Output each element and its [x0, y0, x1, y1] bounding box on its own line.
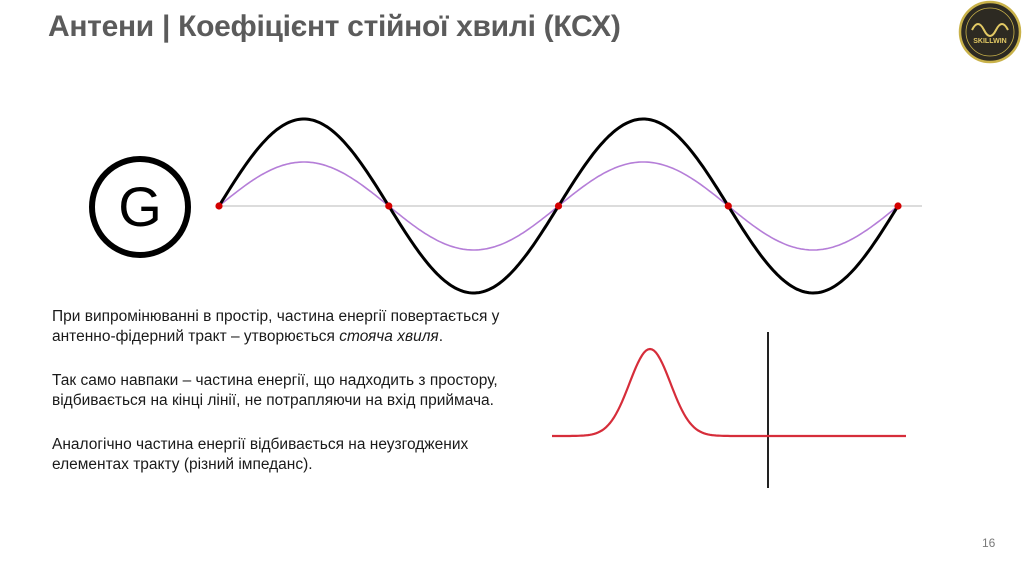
pulse-curve [552, 347, 906, 438]
wave-node [724, 202, 732, 210]
explanation-text: При випромінюванні в простір, частина ен… [52, 307, 522, 499]
paragraph-impedance-mismatch: Аналогічно частина енергії відбивається … [52, 436, 469, 473]
standing-wave-emphasis: стояча хвиля [339, 328, 439, 345]
paragraph-reception-reflection: Так само навпаки – частина енергії, що н… [52, 372, 498, 409]
logo-text: SKILLWIN [973, 38, 1006, 45]
page-number: 16 [982, 536, 996, 550]
wave-nodes [215, 202, 902, 210]
generator-symbol: G [89, 156, 191, 258]
generator-label: G [118, 175, 162, 238]
reflected-pulse-diagram [552, 332, 906, 488]
standing-wave-diagram: G [89, 117, 922, 295]
wave-node [385, 202, 393, 210]
skillwin-logo: SKILLWIN [958, 0, 1022, 64]
paragraph-standing-wave: При випромінюванні в простір, частина ен… [52, 308, 500, 345]
wave-node [894, 202, 902, 210]
slide-title: Антени | Коефіцієнт стійної хвилі (КСХ) [48, 10, 621, 43]
wave-node [554, 202, 563, 210]
wave-node [215, 202, 223, 210]
